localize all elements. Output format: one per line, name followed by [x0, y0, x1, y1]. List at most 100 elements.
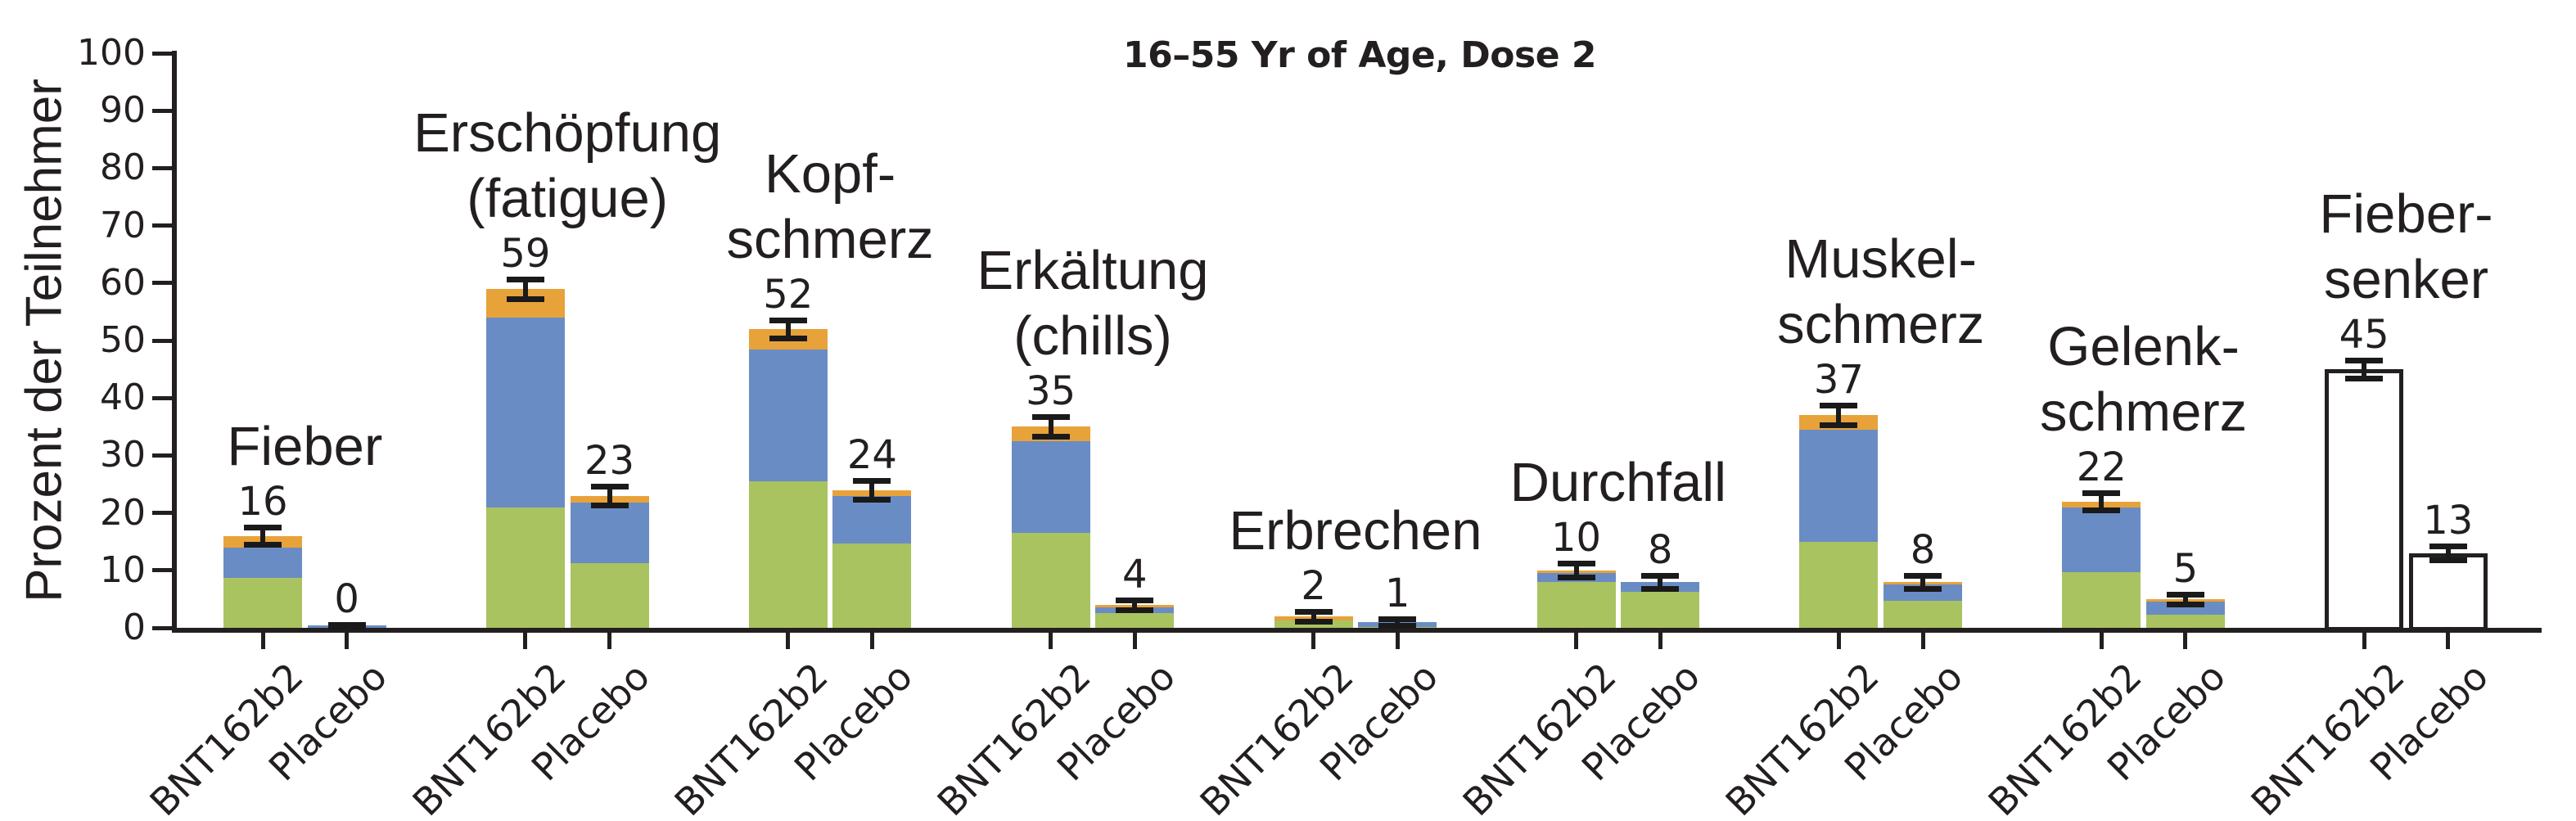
bar-fieber-placebo [2408, 553, 2488, 631]
y-tick-label: 30 [100, 434, 146, 476]
bar-segment-moderate-muskel-placebo [1884, 584, 1962, 601]
error-bar-stem-erschpfung-bnt162b2 [522, 278, 528, 299]
bar-segment-moderate-gelenk-bnt162b2 [2062, 507, 2141, 572]
y-tick-label: 60 [100, 261, 146, 304]
value-label-fieber-placebo: 0 [334, 575, 359, 622]
value-label-erbrechen-placebo: 1 [1384, 570, 1410, 616]
x-tick-mark [523, 630, 528, 649]
category-label-muskel: Muskel-schmerz [1777, 228, 1985, 356]
value-label-gelenk-placebo: 5 [2172, 545, 2199, 592]
error-bar-cap-bottom-durchfall-bnt162b2 [1557, 575, 1595, 581]
bar-segment-mild-kopf-bnt162b2 [748, 480, 828, 628]
y-axis-line [172, 51, 177, 630]
error-bar-cap-bottom-fieber-placebo [327, 625, 366, 630]
y-tick-mark [152, 338, 174, 343]
y-tick-label: 10 [100, 548, 146, 591]
category-label-erschpfung: Erschöpfung (fatigue) [413, 101, 722, 229]
bar-segment-mild-muskel-placebo [1884, 601, 1962, 628]
error-bar-stem-durchfall-placebo [1658, 575, 1663, 589]
value-label-gelenk-bnt162b2: 22 [2076, 444, 2127, 491]
value-label-durchfall-placebo: 8 [1647, 527, 1673, 574]
y-tick-label: 90 [100, 89, 146, 132]
x-tick-mark [2183, 630, 2188, 649]
x-tick-mark [1658, 630, 1662, 649]
error-bar-cap-bottom-fieber-placebo [2429, 557, 2467, 564]
bar-segment-moderate-erkltung-bnt162b2 [1011, 440, 1090, 534]
bar-segment-mild-gelenk-bnt162b2 [2062, 571, 2141, 628]
error-bar-stem-erkltung-placebo [1132, 600, 1138, 610]
error-bar-cap-bottom-erbrechen-bnt162b2 [1294, 618, 1333, 625]
error-bar-cap-top-muskel-bnt162b2 [1820, 403, 1858, 409]
value-label-erschpfung-placebo: 23 [584, 437, 635, 484]
x-tick-mark [1049, 630, 1053, 649]
error-bar-stem-durchfall-bnt162b2 [1573, 563, 1579, 578]
value-label-kopf-placebo: 24 [846, 431, 897, 478]
value-label-fieber-placebo: 13 [2423, 498, 2474, 544]
bar-segment-moderate-gelenk-placebo [2145, 602, 2225, 615]
bar-segment-moderate-fieber-bnt162b2 [223, 548, 302, 578]
error-bar-cap-bottom-gelenk-placebo [2166, 602, 2204, 608]
y-tick-mark [152, 165, 174, 170]
value-label-erkltung-placebo: 4 [1122, 552, 1148, 598]
y-tick-mark [152, 453, 174, 458]
bar-segment-mild-erschpfung-bnt162b2 [485, 507, 565, 628]
bar-segment-mild-erkltung-placebo [1095, 612, 1175, 628]
error-bar-cap-top-fieber-placebo [2429, 544, 2467, 550]
error-bar-cap-bottom-erbrechen-placebo [1378, 623, 1417, 629]
error-bar-cap-top-gelenk-placebo [2166, 591, 2204, 598]
error-bar-cap-bottom-durchfall-placebo [1641, 585, 1680, 592]
y-tick-label: 0 [123, 607, 146, 648]
category-label-fieber: Fieber [227, 416, 383, 478]
error-bar-stem-fieber-bnt162b2 [260, 527, 265, 545]
value-label-fieber-bnt162b2: 45 [2339, 311, 2389, 358]
error-bar-cap-bottom-fieber-bnt162b2 [2345, 376, 2384, 382]
value-label-erkltung-bnt162b2: 35 [1026, 368, 1076, 415]
y-tick-mark [152, 568, 174, 573]
error-bar-cap-top-durchfall-placebo [1641, 573, 1680, 580]
error-bar-cap-bottom-gelenk-bnt162b2 [2082, 507, 2121, 514]
bar-segment-mild-erschpfung-placebo [570, 562, 649, 628]
error-bar-cap-top-erschpfung-bnt162b2 [506, 276, 544, 282]
error-bar-cap-top-erschpfung-placebo [590, 483, 629, 489]
y-tick-label: 100 [77, 32, 146, 74]
bar-segment-moderate-erschpfung-placebo [570, 502, 649, 563]
value-label-erschpfung-bnt162b2: 59 [500, 230, 551, 277]
error-bar-cap-top-erkltung-placebo [1116, 598, 1154, 604]
y-tick-mark [152, 223, 174, 228]
x-tick-mark [2446, 630, 2451, 649]
error-bar-stem-erkltung-bnt162b2 [1048, 417, 1053, 437]
error-bar-stem-gelenk-placebo [2182, 593, 2188, 605]
value-label-muskel-placebo: 8 [1910, 527, 1936, 574]
value-label-erbrechen-bnt162b2: 2 [1301, 563, 1326, 610]
x-tick-mark [607, 630, 611, 649]
value-label-muskel-bnt162b2: 37 [1813, 357, 1864, 404]
bar-segment-mild-erkltung-bnt162b2 [1011, 533, 1090, 628]
x-tick-mark [1132, 630, 1137, 649]
category-label-fieber: Fieber-senker [2319, 183, 2493, 310]
bar-segment-moderate-kopf-placebo [832, 496, 912, 544]
x-tick-mark [2362, 630, 2366, 649]
error-bar-cap-bottom-erkltung-placebo [1116, 607, 1154, 613]
category-label-gelenk: Gelenk-schmerz [2040, 316, 2248, 444]
error-bar-cap-bottom-kopf-bnt162b2 [769, 336, 807, 342]
error-bar-cap-top-kopf-bnt162b2 [769, 317, 807, 323]
error-bar-stem-gelenk-bnt162b2 [2099, 493, 2105, 511]
y-tick-mark [152, 281, 174, 286]
error-bar-cap-bottom-erschpfung-bnt162b2 [506, 295, 544, 302]
category-label-durchfall: Durchfall [1509, 452, 1726, 514]
error-bar-cap-top-gelenk-bnt162b2 [2082, 490, 2121, 497]
x-tick-mark [1395, 630, 1400, 649]
bar-segment-mild-durchfall-placebo [1621, 591, 1700, 628]
bar-segment-mild-gelenk-placebo [2145, 614, 2225, 628]
y-tick-mark [152, 511, 174, 516]
error-bar-stem-muskel-bnt162b2 [1836, 405, 1842, 426]
x-tick-mark [260, 630, 265, 649]
error-bar-cap-top-fieber-bnt162b2 [2345, 357, 2384, 363]
error-bar-stem-erbrechen-placebo [1395, 618, 1401, 626]
y-tick-mark [152, 395, 174, 400]
bar-segment-moderate-kopf-bnt162b2 [748, 349, 828, 481]
value-label-kopf-bnt162b2: 52 [763, 271, 814, 318]
category-label-kopf: Kopf-schmerz [726, 142, 934, 270]
x-tick-mark [1836, 630, 1841, 649]
